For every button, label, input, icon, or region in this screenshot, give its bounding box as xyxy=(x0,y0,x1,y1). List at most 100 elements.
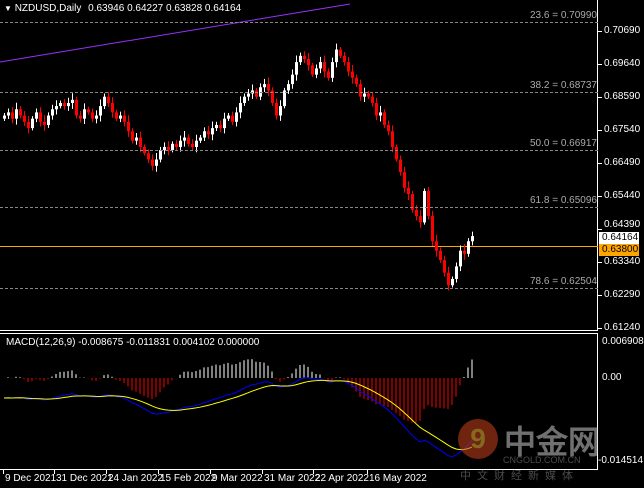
candle-body xyxy=(287,84,290,91)
price-label: 0.63340 xyxy=(604,256,641,267)
candle-body xyxy=(311,65,314,75)
candle-body xyxy=(227,115,230,119)
candle-body xyxy=(67,102,70,107)
candle-body xyxy=(219,124,222,129)
candle-body xyxy=(435,241,438,251)
price-tick xyxy=(598,64,602,65)
candle-body xyxy=(187,137,190,144)
date-tick xyxy=(367,470,368,474)
candle-body xyxy=(3,115,6,119)
price-label: 0.64390 xyxy=(604,219,641,230)
candle-body xyxy=(23,115,26,122)
hline-price-tag: 0.63800 xyxy=(599,244,639,256)
fib-level-label: 61.8 = 0.65096 xyxy=(529,194,597,206)
candle-body xyxy=(359,84,362,97)
date-label: 16 May 2022 xyxy=(369,473,427,484)
candle-body xyxy=(463,250,466,254)
collapse-arrow-icon[interactable]: ▼ xyxy=(4,4,12,13)
fib-level-line[interactable] xyxy=(0,288,598,290)
price-tick xyxy=(598,130,602,131)
candle-body xyxy=(283,90,286,107)
price-tick xyxy=(598,295,602,296)
price-chart-panel[interactable] xyxy=(0,0,598,331)
candle-body xyxy=(11,112,14,119)
cngold-logo-icon: 9 xyxy=(458,419,498,459)
candle-body xyxy=(403,172,406,188)
candle-body xyxy=(343,55,346,63)
macd-panel[interactable] xyxy=(0,333,598,470)
candle-body xyxy=(443,260,446,273)
candle-body xyxy=(39,112,42,122)
candle-body xyxy=(91,112,94,119)
candle-body xyxy=(407,187,410,195)
candle-body xyxy=(147,153,150,160)
candle-body xyxy=(391,131,394,147)
candle-body xyxy=(275,102,278,116)
candle-body xyxy=(243,96,246,103)
price-label: 0.66490 xyxy=(604,157,641,168)
candle-body xyxy=(239,102,242,113)
candle-body xyxy=(375,102,378,116)
candle-body xyxy=(71,99,74,103)
candle-body xyxy=(215,124,218,129)
signal-line xyxy=(3,379,473,451)
candle-body xyxy=(223,118,226,129)
candle-body xyxy=(111,102,114,113)
candle-body xyxy=(383,112,386,125)
watermark-brand: 中金网 xyxy=(504,424,601,460)
watermark-slogan: 中文财经新媒体 xyxy=(460,470,579,482)
candle-body xyxy=(151,159,154,166)
price-tick xyxy=(598,328,602,329)
chart-canvas[interactable] xyxy=(0,0,598,470)
fib-level-line[interactable] xyxy=(0,92,598,94)
candle-body xyxy=(379,112,382,116)
candle-body xyxy=(107,96,110,103)
candle-body xyxy=(195,140,198,147)
candle-body xyxy=(259,87,262,97)
candle-body xyxy=(59,102,62,107)
date-tick xyxy=(313,470,314,474)
candle-body xyxy=(347,62,350,72)
candle-body xyxy=(15,109,18,119)
candle-body xyxy=(103,96,106,107)
candle-body xyxy=(83,109,86,119)
date-label: 31 Mar 2022 xyxy=(264,473,321,484)
price-tick xyxy=(598,262,602,263)
candle-body xyxy=(211,128,214,135)
candle-body xyxy=(303,55,306,59)
candle-body xyxy=(459,250,462,267)
candle-body xyxy=(455,266,458,279)
candle-body xyxy=(351,71,354,78)
fib-level-line[interactable] xyxy=(0,149,598,151)
candle-body xyxy=(427,190,430,217)
fib-level-line[interactable] xyxy=(0,21,598,23)
date-label: 9 Mar 2022 xyxy=(212,473,263,484)
candle-body xyxy=(139,137,142,147)
candle-body xyxy=(235,112,238,122)
candle-body xyxy=(307,58,310,66)
date-tick xyxy=(106,470,107,474)
candle-body xyxy=(467,241,470,254)
candle-body xyxy=(191,143,194,147)
macd-axis-zero: 0.00 xyxy=(602,372,622,383)
candle-body xyxy=(115,112,118,119)
candle-body xyxy=(251,90,254,94)
date-label: 22 Apr 2022 xyxy=(315,473,369,484)
candle-body xyxy=(51,109,54,116)
symbol-label: NZDUSD,Daily xyxy=(14,3,82,14)
fib-level-line[interactable] xyxy=(0,206,598,208)
price-tick xyxy=(598,196,602,197)
candle-body xyxy=(315,68,318,75)
candle-body xyxy=(367,93,370,97)
candle-body xyxy=(423,190,426,223)
candle-body xyxy=(371,96,374,103)
candle-body xyxy=(179,140,182,147)
candle-body xyxy=(55,106,58,110)
trendline[interactable] xyxy=(0,3,351,63)
candle-body xyxy=(35,112,38,119)
price-tick xyxy=(598,31,602,32)
price-tick xyxy=(598,163,602,164)
candles xyxy=(3,43,474,291)
candle-body xyxy=(95,115,98,119)
date-label: 24 Jan 2022 xyxy=(108,473,164,484)
